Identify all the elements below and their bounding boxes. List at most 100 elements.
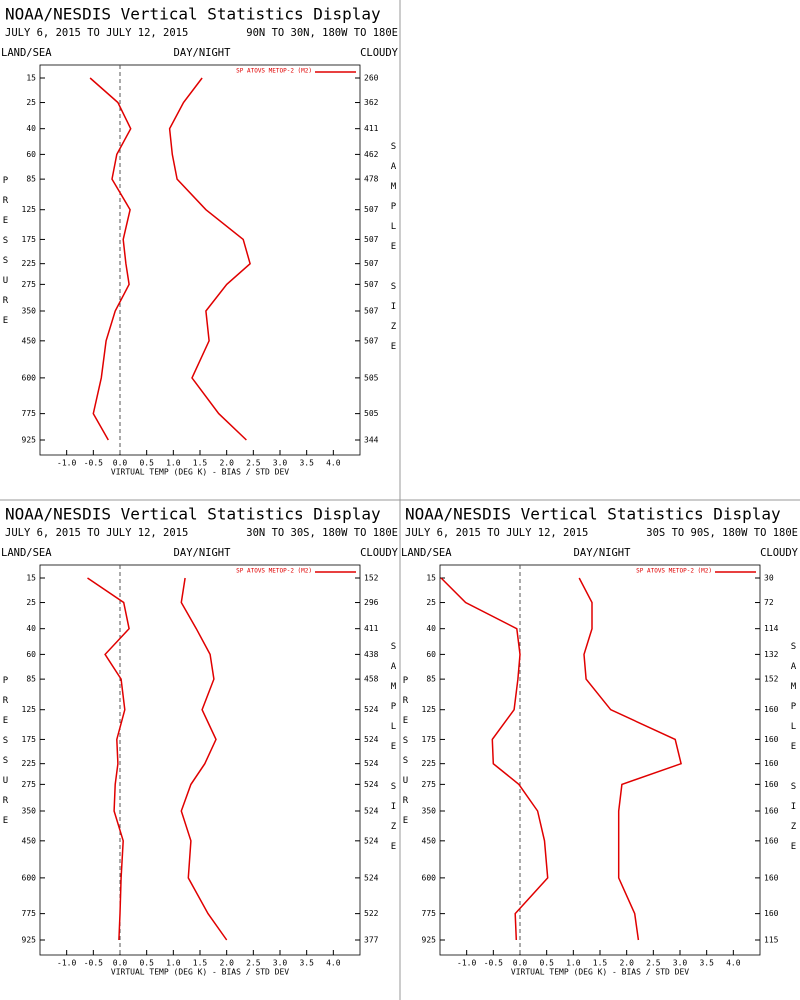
sample-size-label: 507 — [364, 205, 379, 214]
region: 30N TO 30S, 180W TO 180E — [246, 527, 398, 539]
y-tick-label: 600 — [22, 373, 37, 382]
sample-size-label: 160 — [764, 780, 779, 789]
header-label: DAY/NIGHT — [174, 547, 232, 559]
panel: NOAA/NESDIS Vertical Statistics Display J… — [401, 505, 799, 977]
y-tick-label: 85 — [426, 675, 436, 684]
sample-size-label: 411 — [364, 624, 379, 633]
sample-size-label: 72 — [764, 598, 774, 607]
std-dev-line — [180, 577, 228, 941]
x-tick-label: 2.0 — [219, 459, 234, 468]
x-tick-label: -1.0 — [457, 959, 476, 968]
legend-label: SP ATOVS METOP-2 (M2) — [236, 568, 312, 575]
header-label: LAND/SEA — [1, 47, 52, 59]
x-tick-label: 1.0 — [166, 459, 181, 468]
y-tick-label: 15 — [26, 74, 36, 83]
y-tick-label: 175 — [422, 735, 437, 744]
y-tick-label: 40 — [426, 624, 436, 633]
sample-size-label: 152 — [764, 675, 779, 684]
plot-frame — [39, 564, 361, 956]
y-tick-label: 125 — [22, 705, 37, 714]
y-tick-label: 925 — [22, 436, 37, 445]
sample-size-label: 524 — [364, 759, 379, 768]
panel-title: NOAA/NESDIS Vertical Statistics Display — [5, 505, 381, 524]
sample-size-label: 362 — [364, 98, 379, 107]
x-tick-label: 3.5 — [299, 459, 314, 468]
sample-size-label: 458 — [364, 675, 379, 684]
plot-frame — [439, 564, 761, 956]
y-tick-label: 350 — [22, 806, 37, 815]
sample-size-label: 160 — [764, 735, 779, 744]
x-axis-label: VIRTUAL TEMP (DEG K) - BIAS / STD DEV — [111, 468, 289, 477]
sample-size-label: 160 — [764, 759, 779, 768]
y-tick-label: 925 — [422, 936, 437, 945]
sample-size-label: 505 — [364, 409, 379, 418]
sample-size-label: 524 — [364, 836, 379, 845]
y-tick-label: 925 — [22, 936, 37, 945]
y-tick-label: 775 — [22, 909, 37, 918]
region: 90N TO 30N, 180W TO 180E — [246, 27, 398, 39]
panel-title: NOAA/NESDIS Vertical Statistics Display — [5, 5, 381, 24]
std-dev-line — [578, 577, 682, 941]
y-tick-label: 15 — [26, 574, 36, 583]
sample-size-label: 507 — [364, 336, 379, 345]
date-range: JULY 6, 2015 TO JULY 12, 2015 — [5, 27, 188, 39]
sample-size-label: 260 — [364, 74, 379, 83]
x-tick-label: 3.0 — [273, 959, 288, 968]
x-tick-label: 3.5 — [299, 959, 314, 968]
sample-size-label: 160 — [764, 909, 779, 918]
y-tick-label: 85 — [26, 175, 36, 184]
x-tick-label: -1.0 — [57, 459, 76, 468]
x-tick-label: 2.0 — [219, 959, 234, 968]
y-tick-label: 25 — [26, 598, 36, 607]
x-tick-label: 4.0 — [726, 959, 741, 968]
x-tick-label: 1.5 — [193, 959, 208, 968]
y-tick-label: 275 — [22, 280, 37, 289]
y-tick-label: 125 — [22, 205, 37, 214]
x-tick-label: -0.5 — [84, 459, 103, 468]
x-tick-label: 4.0 — [326, 959, 341, 968]
bias-line — [440, 577, 549, 941]
bias-line — [89, 77, 132, 441]
header-label: DAY/NIGHT — [574, 547, 632, 559]
y-tick-label: 350 — [22, 306, 37, 315]
sample-size-label: 160 — [764, 836, 779, 845]
sample-size-label: 160 — [764, 705, 779, 714]
sample-size-label: 160 — [764, 806, 779, 815]
y-tick-label: 275 — [422, 780, 437, 789]
sample-size-label: 377 — [364, 936, 379, 945]
sample-size-label: 524 — [364, 873, 379, 882]
sample-size-label: 132 — [764, 650, 779, 659]
header-label: CLOUDY — [360, 547, 399, 559]
y-tick-label: 275 — [22, 780, 37, 789]
y-tick-label: 60 — [26, 650, 36, 659]
y2-axis-label: SAMPLE SIZE — [389, 642, 399, 862]
y-axis-label: PRESSURE — [1, 676, 11, 836]
sample-size-label: 296 — [364, 598, 379, 607]
date-range: JULY 6, 2015 TO JULY 12, 2015 — [405, 527, 588, 539]
legend-label: SP ATOVS METOP-2 (M2) — [236, 68, 312, 75]
sample-size-label: 524 — [364, 780, 379, 789]
sample-size-label: 30 — [764, 574, 774, 583]
sample-size-label: 160 — [764, 873, 779, 882]
x-tick-label: -0.5 — [484, 959, 503, 968]
x-tick-label: 0.5 — [139, 959, 154, 968]
sample-size-label: 115 — [764, 936, 779, 945]
sample-size-label: 114 — [764, 624, 779, 633]
x-tick-label: -1.0 — [57, 959, 76, 968]
y-tick-label: 600 — [22, 873, 37, 882]
x-tick-label: 2.5 — [246, 459, 261, 468]
sample-size-label: 524 — [364, 735, 379, 744]
y-tick-label: 60 — [26, 150, 36, 159]
sample-size-label: 522 — [364, 909, 379, 918]
y-tick-label: 175 — [22, 235, 37, 244]
sample-size-label: 507 — [364, 280, 379, 289]
header-label: LAND/SEA — [401, 547, 452, 559]
y-axis-label: PRESSURE — [1, 176, 11, 336]
x-tick-label: 3.0 — [273, 459, 288, 468]
sample-size-label: 152 — [364, 574, 379, 583]
y-tick-label: 450 — [422, 836, 437, 845]
x-tick-label: 3.0 — [673, 959, 688, 968]
sample-size-label: 507 — [364, 235, 379, 244]
y-tick-label: 60 — [426, 650, 436, 659]
